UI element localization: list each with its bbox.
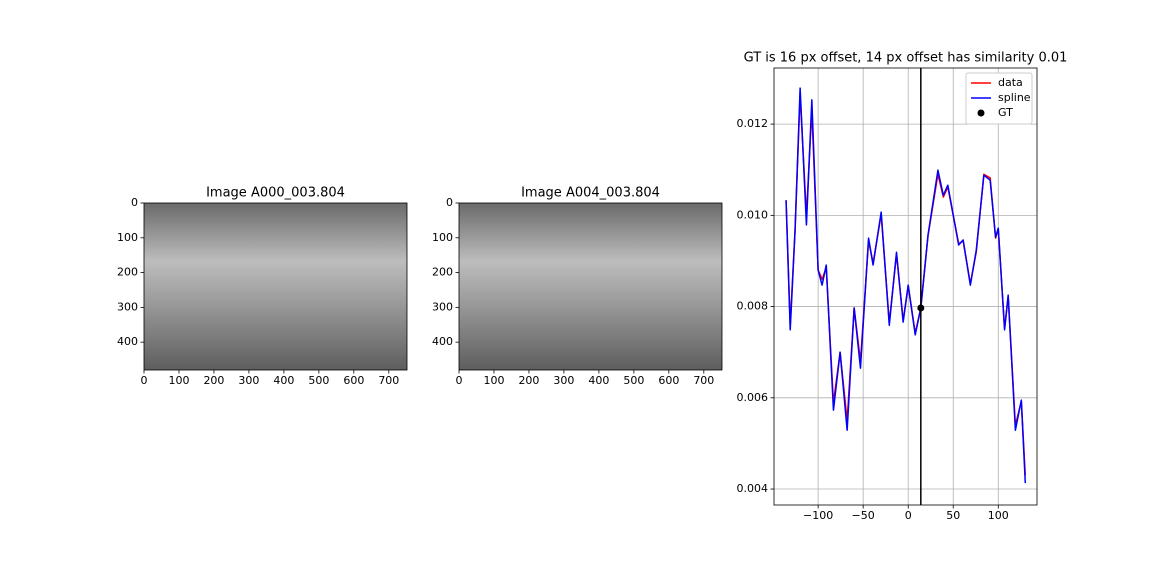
y-tick-label: 0 (446, 196, 453, 209)
y-tick-label: 0.006 (737, 391, 769, 404)
axes-frame (773, 67, 1038, 506)
x-tick-label: 700 (693, 374, 714, 387)
legend-swatch (977, 109, 985, 117)
y-tick-label: 400 (117, 335, 138, 348)
legend-label: spline (998, 91, 1031, 104)
x-tick-label: 700 (378, 374, 399, 387)
x-tick-label: 500 (623, 374, 644, 387)
y-tick-label: 0.008 (737, 300, 769, 313)
x-tick-label: 300 (553, 374, 574, 387)
legend-label: GT (998, 106, 1013, 119)
x-tick-label: 50 (946, 509, 960, 522)
y-tick-label: 200 (432, 266, 453, 279)
axes-frame (458, 202, 723, 371)
line-spline (785, 87, 1027, 484)
y-tick-label: 0 (131, 196, 138, 209)
image (459, 203, 722, 370)
x-tick-label: 400 (588, 374, 609, 387)
x-tick-label: 200 (203, 374, 224, 387)
x-tick-label: 0 (905, 509, 912, 522)
y-tick-label: 400 (432, 335, 453, 348)
image (144, 203, 407, 370)
chart-title: GT is 16 px offset, 14 px offset has sim… (744, 51, 1068, 66)
x-tick-label: 0 (456, 374, 463, 387)
chart-title: Image A000_003.804 (206, 186, 345, 201)
x-tick-label: 400 (273, 374, 294, 387)
x-tick-label: −100 (803, 509, 833, 522)
x-tick-label: 100 (988, 509, 1009, 522)
x-tick-label: 0 (141, 374, 148, 387)
y-tick-label: 0.004 (737, 482, 769, 495)
y-tick-label: 0.010 (737, 208, 769, 221)
x-tick-label: 100 (168, 374, 189, 387)
x-tick-label: 600 (658, 374, 679, 387)
legend-label: data (998, 76, 1023, 89)
y-tick-label: 300 (117, 300, 138, 313)
chart-title: Image A004_003.804 (521, 186, 660, 201)
gt-point (917, 304, 925, 312)
y-tick-label: 100 (432, 231, 453, 244)
axes-frame (143, 202, 408, 371)
x-tick-label: 600 (343, 374, 364, 387)
y-tick-label: 200 (117, 266, 138, 279)
x-tick-label: 500 (308, 374, 329, 387)
y-tick-label: 0.012 (737, 117, 769, 130)
y-tick-label: 100 (117, 231, 138, 244)
x-tick-label: 100 (483, 374, 504, 387)
y-tick-label: 300 (432, 300, 453, 313)
x-tick-label: −50 (852, 509, 875, 522)
x-tick-label: 300 (238, 374, 259, 387)
x-tick-label: 200 (518, 374, 539, 387)
